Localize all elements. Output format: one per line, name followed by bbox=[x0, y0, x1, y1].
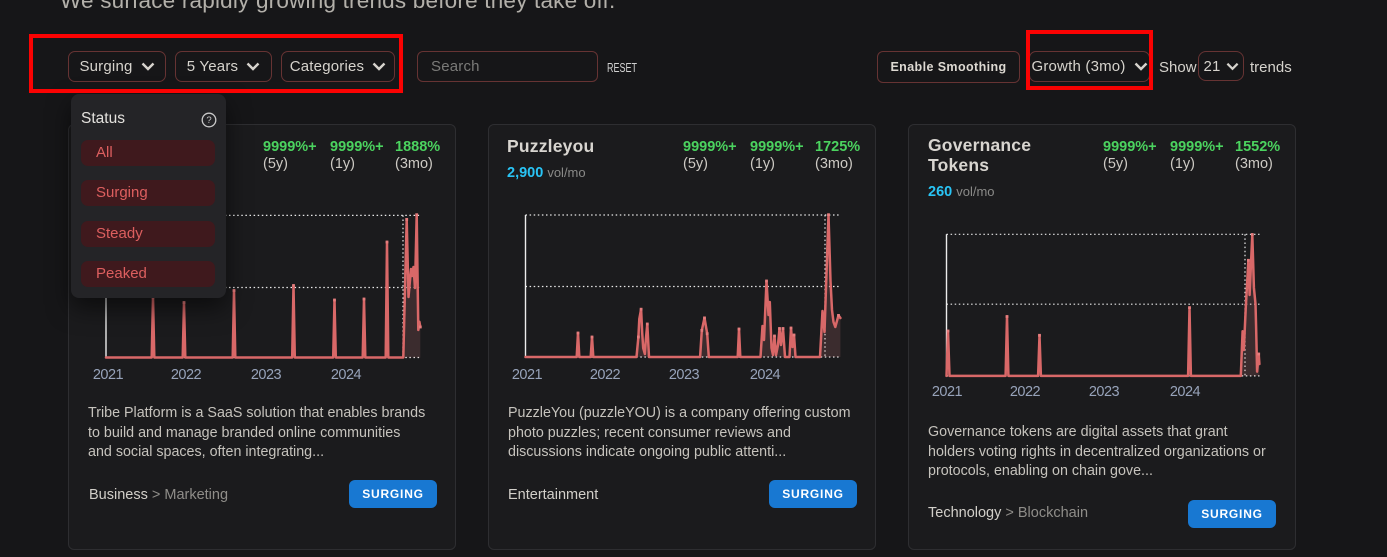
svg-text:?: ? bbox=[206, 115, 211, 126]
